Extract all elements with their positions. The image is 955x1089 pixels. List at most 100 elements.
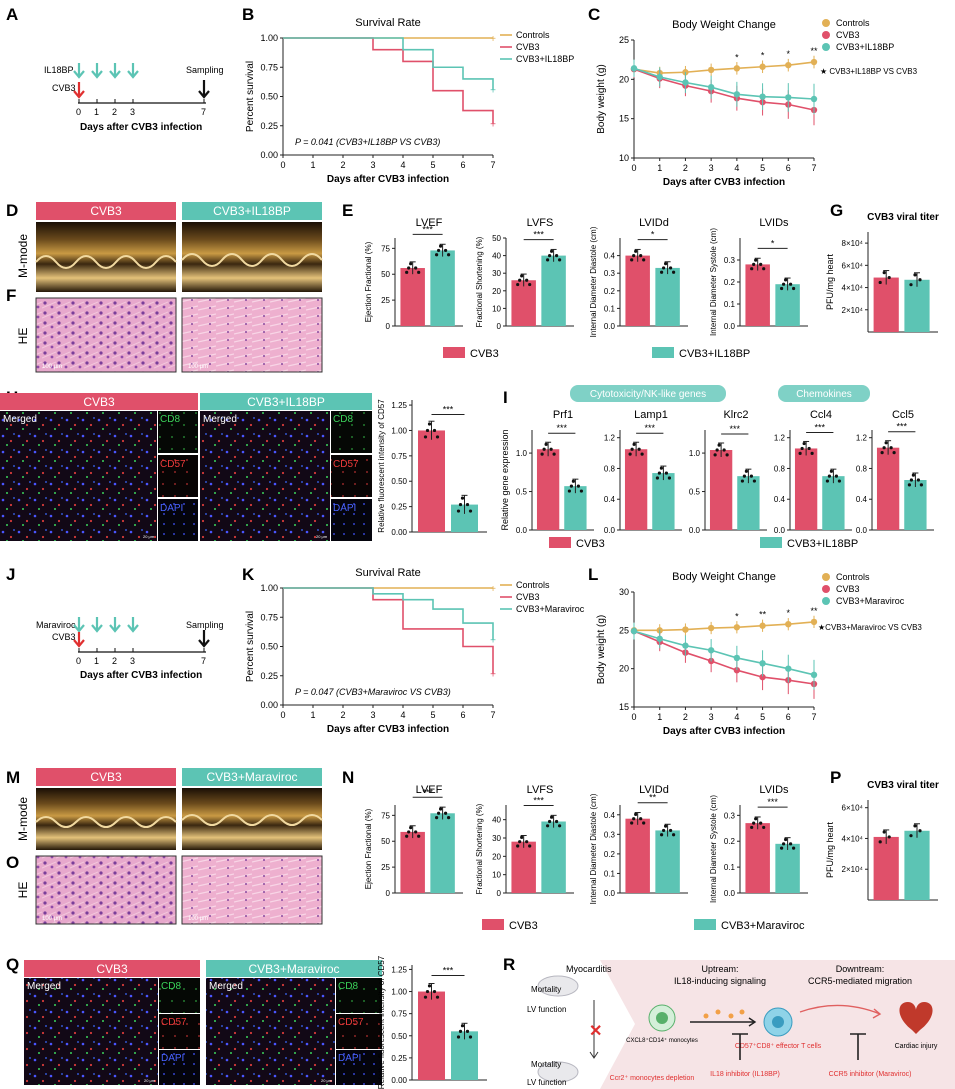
data-point: [759, 63, 766, 70]
data-point: [909, 283, 913, 287]
data-point: [733, 667, 741, 674]
x-tick-label: 5: [430, 710, 435, 720]
treat-header-label: CVB3+IL18BP: [213, 204, 291, 218]
bar-treat: [655, 830, 680, 893]
y-tick-label: 0.75: [260, 62, 278, 72]
y-tick-label: 25: [619, 35, 629, 45]
data-point: [707, 647, 715, 654]
cvb3-header-label: CVB3: [90, 770, 122, 784]
y-tick-label: 20: [492, 287, 501, 296]
data-point: [782, 842, 786, 846]
he-label: HE: [16, 328, 30, 345]
x-tick-label: 0: [631, 163, 636, 173]
data-point: [785, 621, 792, 628]
treat-header: [182, 768, 322, 786]
data-point: [878, 840, 882, 844]
y-tick-label: 15: [619, 114, 629, 124]
data-point: [810, 618, 818, 626]
y-tick-label: 0.2: [604, 850, 616, 859]
y-tick-label: 6×10⁴: [842, 261, 864, 270]
y-tick-label: 0.75: [260, 612, 278, 622]
data-point: [707, 66, 715, 74]
bar-cvb3: [400, 831, 425, 893]
censor-mark: +: [490, 119, 496, 130]
y-tick-label: 10: [619, 153, 629, 163]
panel-letter: I: [503, 388, 508, 407]
data-point: [752, 821, 756, 825]
y-tick-label: 0.4: [604, 252, 616, 261]
data-point: [662, 828, 666, 833]
y-tick-label: 0.2: [724, 278, 736, 287]
timeline-tick: 7: [201, 656, 206, 666]
data-point: [800, 446, 804, 451]
x-tick-label: 2: [340, 710, 345, 720]
merged-label: Merged: [3, 414, 37, 425]
y-tick-label: 1.2: [774, 434, 786, 443]
y-tick-label: 15: [619, 702, 629, 712]
data-point: [834, 474, 839, 478]
chart-title: LVIDs: [759, 217, 789, 229]
y-tick-label: 50: [381, 837, 390, 846]
bar-chart: Klrc2 0.0 0.5 1.0 ***: [689, 409, 767, 535]
data-point: [882, 271, 886, 275]
t-cell-icon: [772, 1016, 784, 1028]
data-point: [468, 509, 473, 513]
data-point: [884, 441, 888, 445]
x-tick-label: 2: [340, 160, 345, 170]
scale-bar-label: 100 μm: [42, 364, 62, 370]
merged-image-treat: [206, 978, 335, 1085]
timeline-xlabel: Days after CVB3 infection: [80, 670, 202, 681]
data-point: [518, 278, 522, 282]
legend-swatch-treat: [760, 537, 782, 548]
y-tick-label: 10: [492, 871, 501, 880]
x-tick-label: 3: [709, 712, 714, 722]
mmode-image-cvb3: [36, 222, 176, 292]
legend-marker: [822, 43, 830, 51]
cvb3-header-label: CVB3: [90, 204, 122, 218]
y-tick-label: 1.0: [516, 449, 528, 458]
flow-arrow: [690, 1017, 757, 1027]
chart-title: Body Weight Change: [672, 571, 776, 583]
y-axis-label: Percent survival: [245, 611, 256, 682]
data-point: [444, 811, 448, 815]
data-point: [460, 496, 465, 500]
cyto-header: [570, 385, 726, 402]
data-point: [656, 635, 663, 642]
y-tick-label: 0.4: [856, 495, 868, 504]
merged-image-cvb3: [0, 411, 157, 541]
data-point: [548, 254, 552, 258]
data-point: [659, 466, 664, 470]
legend-swatch-cvb3: [549, 537, 571, 548]
bar-chart: LVFS 0 10 20 30 40 50 Fractional Shortening (%)…: [475, 217, 574, 331]
x-tick-label: 7: [811, 163, 816, 173]
upstream-title: Uptream:: [701, 964, 738, 974]
bar-cvb3: [794, 448, 818, 530]
if-panel-h: CVB3 CVB3+IL18BP Merged Merged CD8 CD8 C…: [0, 393, 372, 541]
timeline-sampling: Sampling: [186, 620, 224, 630]
y-tick-label: 20: [619, 74, 629, 84]
y-tick-label: 25: [619, 625, 629, 635]
sampling-arrow: [198, 80, 210, 99]
legend-marker: [822, 573, 830, 581]
sampling-arrow: [198, 630, 210, 648]
data-point: [785, 94, 792, 101]
y-tick-label: 1.0: [689, 449, 701, 458]
data-point: [516, 844, 520, 848]
y-tick-label: 0.2: [604, 287, 616, 296]
treat-header: [182, 202, 322, 220]
y-tick-label: 1.00: [260, 33, 278, 43]
data-point: [759, 93, 766, 100]
significance-star: *: [735, 611, 739, 621]
bar-treat: [451, 1031, 478, 1080]
data-point: [785, 61, 792, 69]
panel-letter: P: [830, 768, 841, 787]
cd8-image-cvb3: [158, 411, 198, 453]
inhibit-bar: [850, 1033, 866, 1060]
data-point: [657, 471, 662, 475]
data-point: [447, 253, 451, 257]
chart-title: Ccl4: [810, 409, 832, 421]
significance-star: ***: [533, 796, 544, 806]
y-tick-label: 0.00: [260, 700, 278, 710]
y-tick-label: 8×10⁴: [842, 239, 864, 248]
